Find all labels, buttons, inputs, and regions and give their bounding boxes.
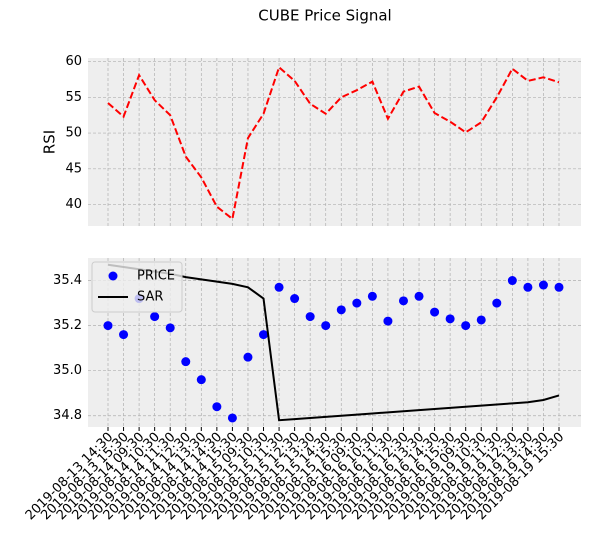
price-point: [259, 330, 269, 340]
rsi-line: [107, 65, 560, 221]
y-tick-label: 50: [65, 126, 82, 141]
price-point: [414, 291, 424, 301]
legend-marker: [108, 271, 118, 281]
price-point: [352, 298, 362, 308]
figure-title: CUBE Price Signal: [258, 7, 391, 25]
price-point: [119, 330, 129, 340]
y-tick-label: 35.0: [53, 363, 82, 378]
y-tick-label: 60: [65, 54, 82, 69]
price-point: [523, 282, 533, 292]
y-tick-label: 35.4: [53, 273, 82, 288]
price-point: [290, 294, 300, 304]
price-point: [445, 314, 455, 324]
price-point: [461, 321, 471, 331]
price-point: [430, 307, 440, 317]
price-point: [103, 321, 113, 331]
price-point: [150, 312, 160, 322]
legend: PRICE SAR: [91, 261, 183, 313]
price-point: [336, 305, 346, 315]
price-point: [367, 291, 377, 301]
price-point: [181, 357, 191, 367]
price-point: [538, 280, 548, 290]
price-point: [492, 298, 502, 308]
price-point: [305, 312, 315, 322]
y-tick-label: 40: [65, 197, 82, 212]
y-tick-label: 34.8: [53, 408, 82, 423]
y-tick-label: 45: [65, 161, 82, 176]
price-point: [274, 282, 284, 292]
price-point: [212, 402, 222, 412]
price-point: [398, 296, 408, 306]
price-point: [383, 316, 393, 326]
price-point: [243, 352, 253, 362]
price-point: [196, 375, 206, 385]
legend-label: SAR: [137, 290, 163, 305]
plot-area: [88, 58, 581, 226]
price-point: [227, 413, 237, 423]
legend-label: PRICE: [137, 269, 175, 284]
price-point: [476, 315, 486, 325]
y-axis-label: RSI: [41, 130, 59, 154]
price-point: [507, 276, 517, 286]
price-point: [554, 282, 564, 292]
sar-line: [107, 263, 560, 422]
price-point: [165, 323, 175, 333]
price-point: [321, 321, 331, 331]
y-tick-label: 55: [65, 90, 82, 105]
y-tick-label: 35.2: [53, 318, 82, 333]
